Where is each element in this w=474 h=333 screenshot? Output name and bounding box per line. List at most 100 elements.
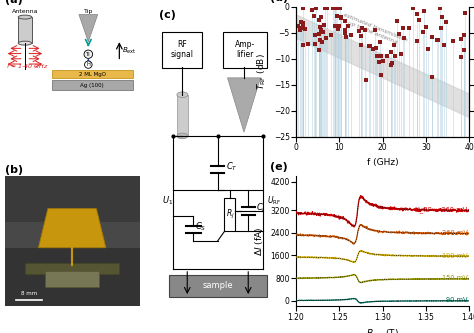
Point [331,6,338,11]
Bar [25,263,119,274]
Text: $C_T$: $C_T$ [226,161,237,173]
Text: $C_S$: $C_S$ [194,220,206,233]
Text: $U_{\rm RF}$: $U_{\rm RF}$ [266,194,281,207]
Point [342,28,349,33]
Point [373,53,381,58]
Point [321,6,328,11]
Point [297,19,305,24]
Text: $C_j$: $C_j$ [255,202,265,215]
Circle shape [84,61,92,68]
Point [420,9,428,14]
Point [413,12,421,17]
Point [336,6,344,11]
Point [401,36,408,41]
Point [330,6,337,11]
X-axis label: f (GHz): f (GHz) [367,158,399,167]
Text: 190 mV: 190 mV [442,253,467,259]
Text: (a): (a) [5,0,22,5]
Bar [52,80,133,90]
Point [400,26,407,31]
Point [422,24,429,29]
Point [334,27,342,32]
Point [331,6,339,11]
Point [449,38,456,44]
Point [308,8,316,13]
Point [331,23,339,28]
Point [440,42,447,47]
Point [380,58,387,63]
Point [304,41,312,47]
FancyBboxPatch shape [223,32,267,68]
Point [296,27,303,32]
Point [436,6,444,11]
Point [391,42,398,48]
Text: estimated transmission
up to the antenna: estimated transmission up to the antenna [340,12,408,48]
Point [405,26,413,31]
Point [367,44,374,49]
Point [355,28,362,34]
Point [341,19,349,24]
Point [377,72,384,78]
Point [424,47,432,52]
Point [317,14,325,20]
Text: (e): (e) [270,162,288,172]
Point [457,54,465,60]
Point [372,27,379,32]
Point [294,23,302,29]
Point [357,34,365,39]
Text: sample: sample [202,281,233,290]
Bar [18,17,32,43]
Text: U_RF = 360 mV: U_RF = 360 mV [415,206,467,213]
Text: 2 ML MgO: 2 ML MgO [79,72,106,77]
Point [358,43,365,48]
Text: $R_j$: $R_j$ [226,208,234,221]
Point [428,34,436,39]
Circle shape [84,50,92,58]
Point [397,52,404,57]
Point [376,39,384,45]
Point [387,62,394,68]
Bar [169,274,266,297]
Point [389,61,396,66]
Point [383,54,391,59]
Point [409,6,416,11]
Point [461,11,469,16]
Text: Amp-
lifier: Amp- lifier [235,40,255,60]
Y-axis label: $\Delta I$ (fA): $\Delta I$ (fA) [253,226,265,256]
Point [344,23,352,29]
Bar [52,70,133,78]
X-axis label: $B_{\rm ext}$ (T): $B_{\rm ext}$ (T) [366,327,399,333]
Bar [45,271,99,287]
Point [438,26,445,31]
Text: RF
signal: RF signal [171,40,194,60]
Point [310,13,318,19]
Point [419,30,427,35]
Ellipse shape [177,133,188,139]
Bar [225,198,236,231]
Point [393,19,401,24]
Point [316,24,324,30]
Point [316,18,323,23]
Point [415,17,422,23]
Bar [5,248,139,306]
Point [365,44,373,49]
Point [315,31,323,37]
Bar [5,176,139,222]
Bar [177,95,188,136]
Point [320,22,328,28]
Point [312,6,319,11]
Polygon shape [38,209,106,248]
Y-axis label: $T_{\rm RF}$ (dB): $T_{\rm RF}$ (dB) [255,53,268,90]
Point [438,15,446,20]
Point [347,33,355,38]
Point [322,35,330,41]
Point [319,30,327,35]
Point [373,45,380,50]
Text: $f$ = 1-40 GHz: $f$ = 1-40 GHz [6,62,49,70]
Bar [11,297,45,304]
Point [333,14,341,19]
Point [334,24,342,29]
Point [358,25,366,31]
Text: H: H [86,62,90,67]
Text: Ag (100): Ag (100) [81,83,104,88]
